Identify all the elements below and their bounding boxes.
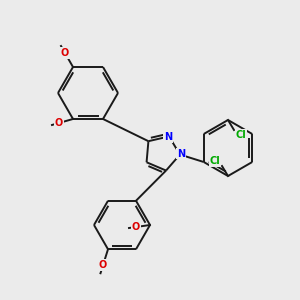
Text: Cl: Cl bbox=[236, 130, 246, 140]
Text: N: N bbox=[177, 148, 185, 159]
Text: Cl: Cl bbox=[210, 156, 220, 166]
Text: O: O bbox=[132, 222, 140, 232]
Text: O: O bbox=[61, 48, 69, 58]
Text: O: O bbox=[99, 260, 107, 270]
Text: N: N bbox=[164, 132, 172, 142]
Text: O: O bbox=[55, 118, 63, 128]
